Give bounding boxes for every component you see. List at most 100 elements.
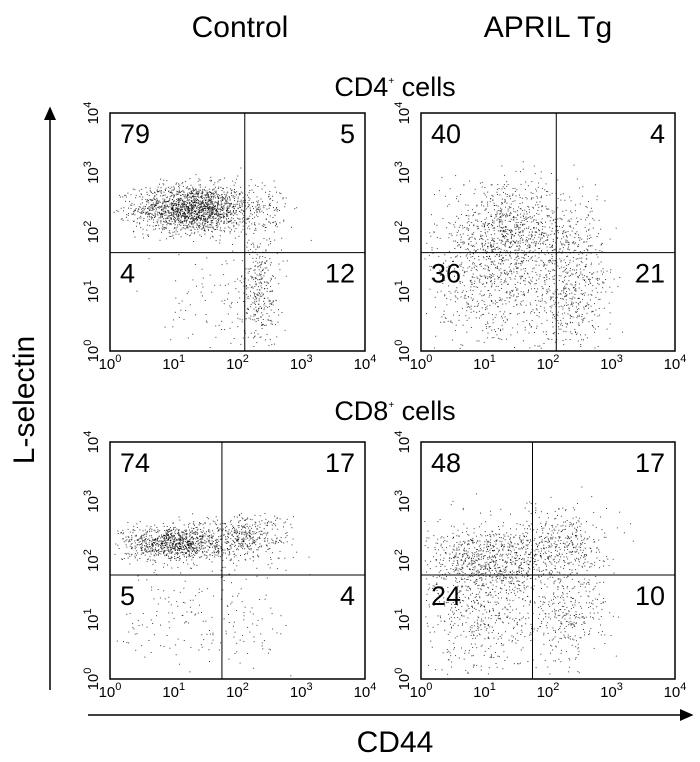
event-dot	[178, 220, 180, 222]
event-dot	[462, 267, 464, 269]
event-dot	[543, 263, 545, 265]
event-dot	[470, 241, 472, 243]
event-dot	[194, 210, 196, 212]
event-dot	[581, 238, 583, 240]
event-dot	[269, 320, 271, 322]
event-dot	[129, 539, 131, 541]
event-dot	[134, 530, 136, 532]
event-dot	[502, 227, 504, 229]
event-dot	[540, 171, 542, 173]
event-dot	[147, 207, 148, 209]
event-dot	[146, 545, 148, 547]
event-dot	[168, 200, 170, 202]
event-dot	[261, 292, 263, 294]
event-dot	[179, 205, 181, 207]
event-dot	[487, 223, 489, 225]
event-dot	[596, 271, 598, 273]
event-dot	[284, 206, 286, 208]
event-dot	[537, 210, 539, 211]
event-dot	[176, 539, 178, 541]
event-dot	[196, 285, 197, 287]
event-dot	[535, 300, 537, 301]
event-dot	[519, 275, 521, 277]
event-dot	[597, 256, 599, 258]
event-dot	[219, 211, 221, 213]
event-dot	[133, 525, 135, 527]
event-dot	[202, 222, 203, 224]
event-dot	[241, 221, 243, 223]
event-dot	[479, 317, 480, 319]
event-dot	[192, 218, 194, 220]
event-dot	[546, 246, 548, 248]
event-dot	[230, 210, 231, 212]
event-dot	[253, 292, 255, 294]
event-dot	[172, 545, 174, 547]
event-dot	[472, 234, 474, 236]
event-dot	[510, 257, 512, 259]
event-dot	[196, 213, 198, 215]
event-dot	[579, 237, 581, 239]
event-dot	[442, 277, 443, 279]
event-dot	[236, 210, 237, 212]
event-dot	[240, 231, 242, 233]
event-dot	[167, 535, 168, 536]
event-dot	[566, 273, 568, 274]
event-dot	[133, 220, 135, 222]
event-dot	[272, 301, 274, 303]
event-dot	[221, 213, 223, 215]
event-dot	[171, 557, 172, 559]
event-dot	[563, 287, 565, 289]
event-dot	[248, 206, 250, 207]
event-dot	[165, 227, 167, 229]
event-dot	[141, 535, 143, 537]
event-dot	[273, 231, 275, 233]
event-dot	[242, 192, 244, 194]
event-dot	[204, 186, 206, 188]
event-dot	[186, 197, 188, 199]
event-dot	[560, 275, 562, 277]
event-dot	[482, 294, 484, 296]
event-dot	[557, 230, 559, 232]
event-dot	[232, 196, 234, 198]
event-dot	[202, 209, 203, 211]
event-dot	[544, 189, 546, 191]
event-dot	[174, 203, 176, 204]
event-dot	[519, 231, 521, 233]
event-dot	[133, 231, 134, 233]
event-dot	[189, 235, 191, 237]
event-dot	[156, 222, 158, 224]
event-dot	[578, 316, 580, 317]
event-dot	[210, 220, 212, 222]
event-dot	[532, 206, 534, 208]
event-dot	[239, 211, 240, 212]
event-dot	[222, 215, 224, 217]
event-dot	[165, 219, 167, 221]
event-dot	[588, 215, 590, 217]
event-dot	[251, 277, 253, 279]
event-dot	[247, 242, 248, 244]
event-dot	[159, 551, 161, 552]
event-dot	[269, 204, 271, 205]
event-dot	[517, 267, 519, 269]
event-dot	[155, 547, 156, 549]
event-dot	[199, 536, 201, 538]
event-dot	[514, 226, 516, 228]
event-dot	[189, 215, 191, 217]
event-dot	[460, 265, 462, 267]
event-dot	[580, 273, 582, 275]
event-dot	[581, 318, 583, 320]
event-dot	[184, 209, 186, 211]
event-dot	[193, 219, 195, 221]
event-dot	[276, 207, 278, 208]
event-dot	[216, 550, 218, 552]
event-dot	[477, 213, 479, 215]
event-dot	[206, 206, 208, 208]
event-dot	[206, 199, 208, 201]
event-dot	[209, 206, 211, 207]
event-dot	[547, 270, 549, 272]
event-dot	[226, 192, 228, 194]
event-dot	[572, 305, 574, 307]
event-dot	[177, 214, 179, 216]
event-dot	[497, 248, 499, 250]
event-dot	[585, 258, 587, 260]
